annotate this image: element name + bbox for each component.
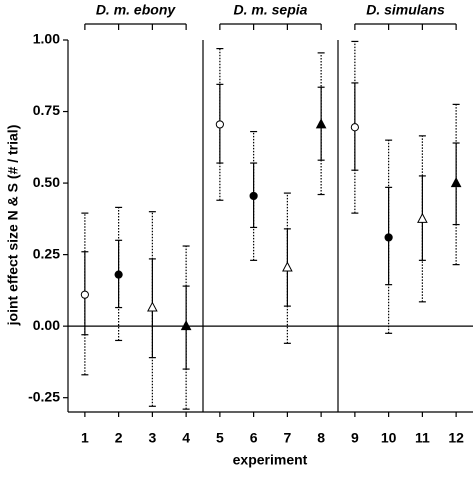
x-tick-label: 9 <box>351 430 359 446</box>
point <box>384 233 393 242</box>
point <box>417 212 428 223</box>
point <box>215 120 224 129</box>
y-tick-label: 0.50 <box>33 174 60 190</box>
x-tick-label: 1 <box>81 430 89 446</box>
x-axis-label: experiment <box>233 452 308 468</box>
point <box>249 191 258 201</box>
point <box>315 118 327 129</box>
y-tick-label: -0.25 <box>28 388 60 404</box>
x-tick-label: 3 <box>148 430 156 446</box>
x-tick-label: 8 <box>317 430 325 446</box>
point <box>147 301 158 312</box>
x-tick-label: 12 <box>448 430 464 446</box>
y-tick-label: 0.75 <box>33 102 60 118</box>
point <box>180 320 192 331</box>
x-tick-label: 5 <box>216 430 224 446</box>
group-label: D. simulans <box>366 2 445 18</box>
point <box>80 290 89 299</box>
y-tick-label: 1.00 <box>33 31 60 47</box>
point <box>114 270 123 279</box>
group-label: D. m. sepia <box>234 2 308 18</box>
x-tick-label: 10 <box>381 430 397 446</box>
point <box>282 261 293 272</box>
x-tick-label: 6 <box>250 430 258 446</box>
x-tick-label: 11 <box>415 430 430 446</box>
x-tick-label: 7 <box>283 430 291 446</box>
group-label: D. m. ebony <box>96 2 177 18</box>
x-tick-label: 4 <box>182 430 190 446</box>
y-tick-label: 0.00 <box>33 317 60 333</box>
y-tick-label: 0.25 <box>33 245 60 261</box>
y-axis-label: joint effect size N & S (# / trial) <box>5 125 21 327</box>
point <box>450 177 462 188</box>
x-tick-label: 2 <box>115 430 123 446</box>
point <box>350 123 359 132</box>
